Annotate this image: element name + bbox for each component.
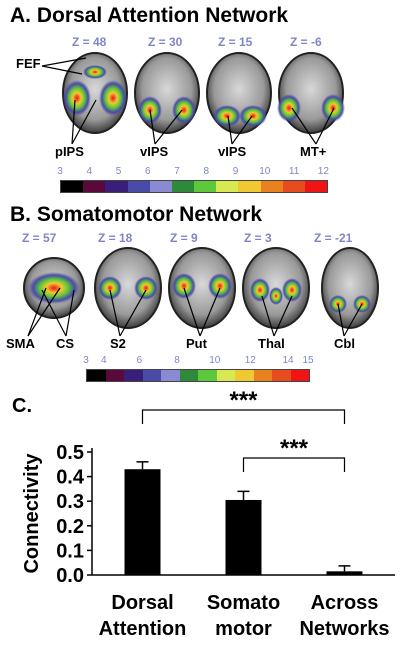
- label-pips: pIPS: [55, 144, 84, 159]
- label-vips-1: vIPS: [140, 144, 169, 159]
- colorbar-segment: [272, 370, 291, 381]
- brain-slice-z15: [206, 52, 272, 134]
- brain-slice-z9: [168, 247, 236, 329]
- colorbar-segment: [260, 181, 283, 192]
- colorbar-segment: [61, 181, 84, 192]
- colorbar-tick: 4: [100, 355, 107, 366]
- bar: [225, 499, 262, 575]
- panel-b-title: B. Somatomotor Network: [10, 203, 263, 226]
- colorbar-segment: [216, 181, 239, 192]
- y-tick-label: 0.2: [56, 516, 84, 538]
- panel-c-label: C.: [12, 395, 32, 417]
- x-tick-label: Somato: [207, 592, 280, 614]
- colorbar-segment: [142, 370, 161, 381]
- colorbar-segment: [290, 370, 309, 381]
- panel-a-pointer-lines: [41, 57, 335, 145]
- colorbar-tick: 5: [115, 166, 122, 177]
- significance-label: ***: [229, 387, 258, 414]
- y-tick-label: 0.4: [56, 467, 85, 489]
- x-tick-label: Across: [311, 592, 379, 614]
- y-tick-label: 0.1: [56, 540, 84, 562]
- y-tick-label: 0.5: [56, 442, 84, 464]
- y-tick-label: 0.0: [56, 565, 84, 587]
- panel-b-z-label: Z = 3: [244, 231, 272, 245]
- colorbar-tick: 15: [302, 355, 314, 366]
- colorbar-tick: 3: [57, 166, 63, 177]
- colorbar-segment: [235, 370, 254, 381]
- label-fef: FEF: [16, 56, 41, 71]
- panel-a-z-label: Z = -6: [290, 35, 322, 49]
- panel-b-brain-slices: [23, 247, 379, 329]
- colorbar-tick: 12: [317, 166, 329, 177]
- colorbar-tick: 8: [174, 355, 180, 366]
- panel-b-colorbar-ticks: 3 4 6 8 10 12 14 15: [83, 355, 313, 368]
- bar: [124, 469, 161, 575]
- colorbar-tick: 6: [144, 166, 151, 177]
- x-tick-label: Attention: [99, 618, 187, 640]
- panel-b-z-label: Z = 18: [98, 231, 133, 245]
- brain-slice-z57: [23, 257, 85, 319]
- colorbar-tick: 10: [259, 166, 271, 177]
- panel-a-colorbar-ticks: 3 4 5 6 7 8 9 10 11 12: [57, 166, 329, 179]
- colorbar-tick: 11: [288, 166, 300, 177]
- colorbar-tick: 10: [209, 355, 221, 366]
- colorbar-tick: 7: [174, 166, 180, 177]
- colorbar-segment: [194, 181, 217, 192]
- colorbar-segment: [83, 181, 106, 192]
- x-tick-label: Networks: [299, 618, 389, 640]
- label-sma: SMA: [6, 336, 35, 351]
- colorbar-tick: 14: [282, 355, 294, 366]
- colorbar-tick: 12: [244, 355, 256, 366]
- colorbar-segment: [304, 181, 328, 192]
- colorbar-segment: [124, 370, 143, 381]
- y-tick-label: 0.3: [56, 491, 84, 513]
- brain-slice-z18: [94, 247, 162, 329]
- y-axis-label: Connectivity: [21, 453, 43, 574]
- panel-a-z-label: Z = 30: [148, 35, 183, 49]
- label-mt: MT+: [300, 144, 327, 159]
- x-tick-label: Dorsal: [111, 592, 173, 614]
- label-vips-2: vIPS: [218, 144, 247, 159]
- colorbar-segment: [238, 181, 261, 192]
- panel-a-colorbar: [60, 180, 328, 193]
- panel-b-z-label: Z = 57: [22, 231, 57, 245]
- panel-b-z-label: Z = 9: [170, 231, 198, 245]
- label-put: Put: [186, 336, 207, 351]
- x-tick-label: motor: [215, 618, 272, 640]
- panel-b-colorbar: [86, 369, 310, 382]
- colorbar-segment: [198, 370, 217, 381]
- label-cs: CS: [56, 336, 75, 351]
- colorbar-segment: [127, 181, 150, 192]
- significance-label: ***: [280, 435, 309, 462]
- colorbar-segment: [171, 181, 195, 192]
- colorbar-segment: [105, 181, 128, 192]
- colorbar-segment: [161, 370, 180, 381]
- colorbar-tick: 8: [203, 166, 210, 177]
- colorbar-segment: [282, 181, 305, 192]
- panel-b-z-label: Z = -21: [314, 231, 353, 245]
- colorbar-segment: [87, 370, 106, 381]
- panel-a-title: A. Dorsal Attention Network: [10, 4, 289, 27]
- colorbar-tick: 3: [83, 355, 89, 366]
- brain-slice-z3: [242, 247, 310, 329]
- colorbar-segment: [253, 370, 272, 381]
- colorbar-segment: [149, 181, 172, 192]
- significance-bracket: [141, 409, 346, 424]
- label-thal: Thal: [258, 336, 285, 351]
- colorbar-segment: [216, 370, 235, 381]
- label-cbl: Cbl: [334, 336, 355, 351]
- colorbar-segment: [105, 370, 124, 381]
- label-s2: S2: [110, 336, 126, 351]
- panel-a-z-label: Z = 48: [72, 35, 107, 49]
- connectivity-bar-chart: 0.0 0.10.2 0.30.4 0.5 Connectivity Dorsal Atte…: [21, 387, 395, 640]
- colorbar-tick: 6: [136, 355, 143, 366]
- colorbar-segment: [179, 370, 198, 381]
- colorbar-tick: 9: [232, 166, 239, 177]
- panel-a-z-label: Z = 15: [218, 35, 253, 49]
- significance-bracket: [242, 457, 346, 472]
- bar: [326, 571, 363, 575]
- colorbar-tick: 4: [86, 166, 93, 177]
- brain-slice-z-21: [321, 247, 379, 329]
- panel-b-pointer-lines: [27, 287, 363, 337]
